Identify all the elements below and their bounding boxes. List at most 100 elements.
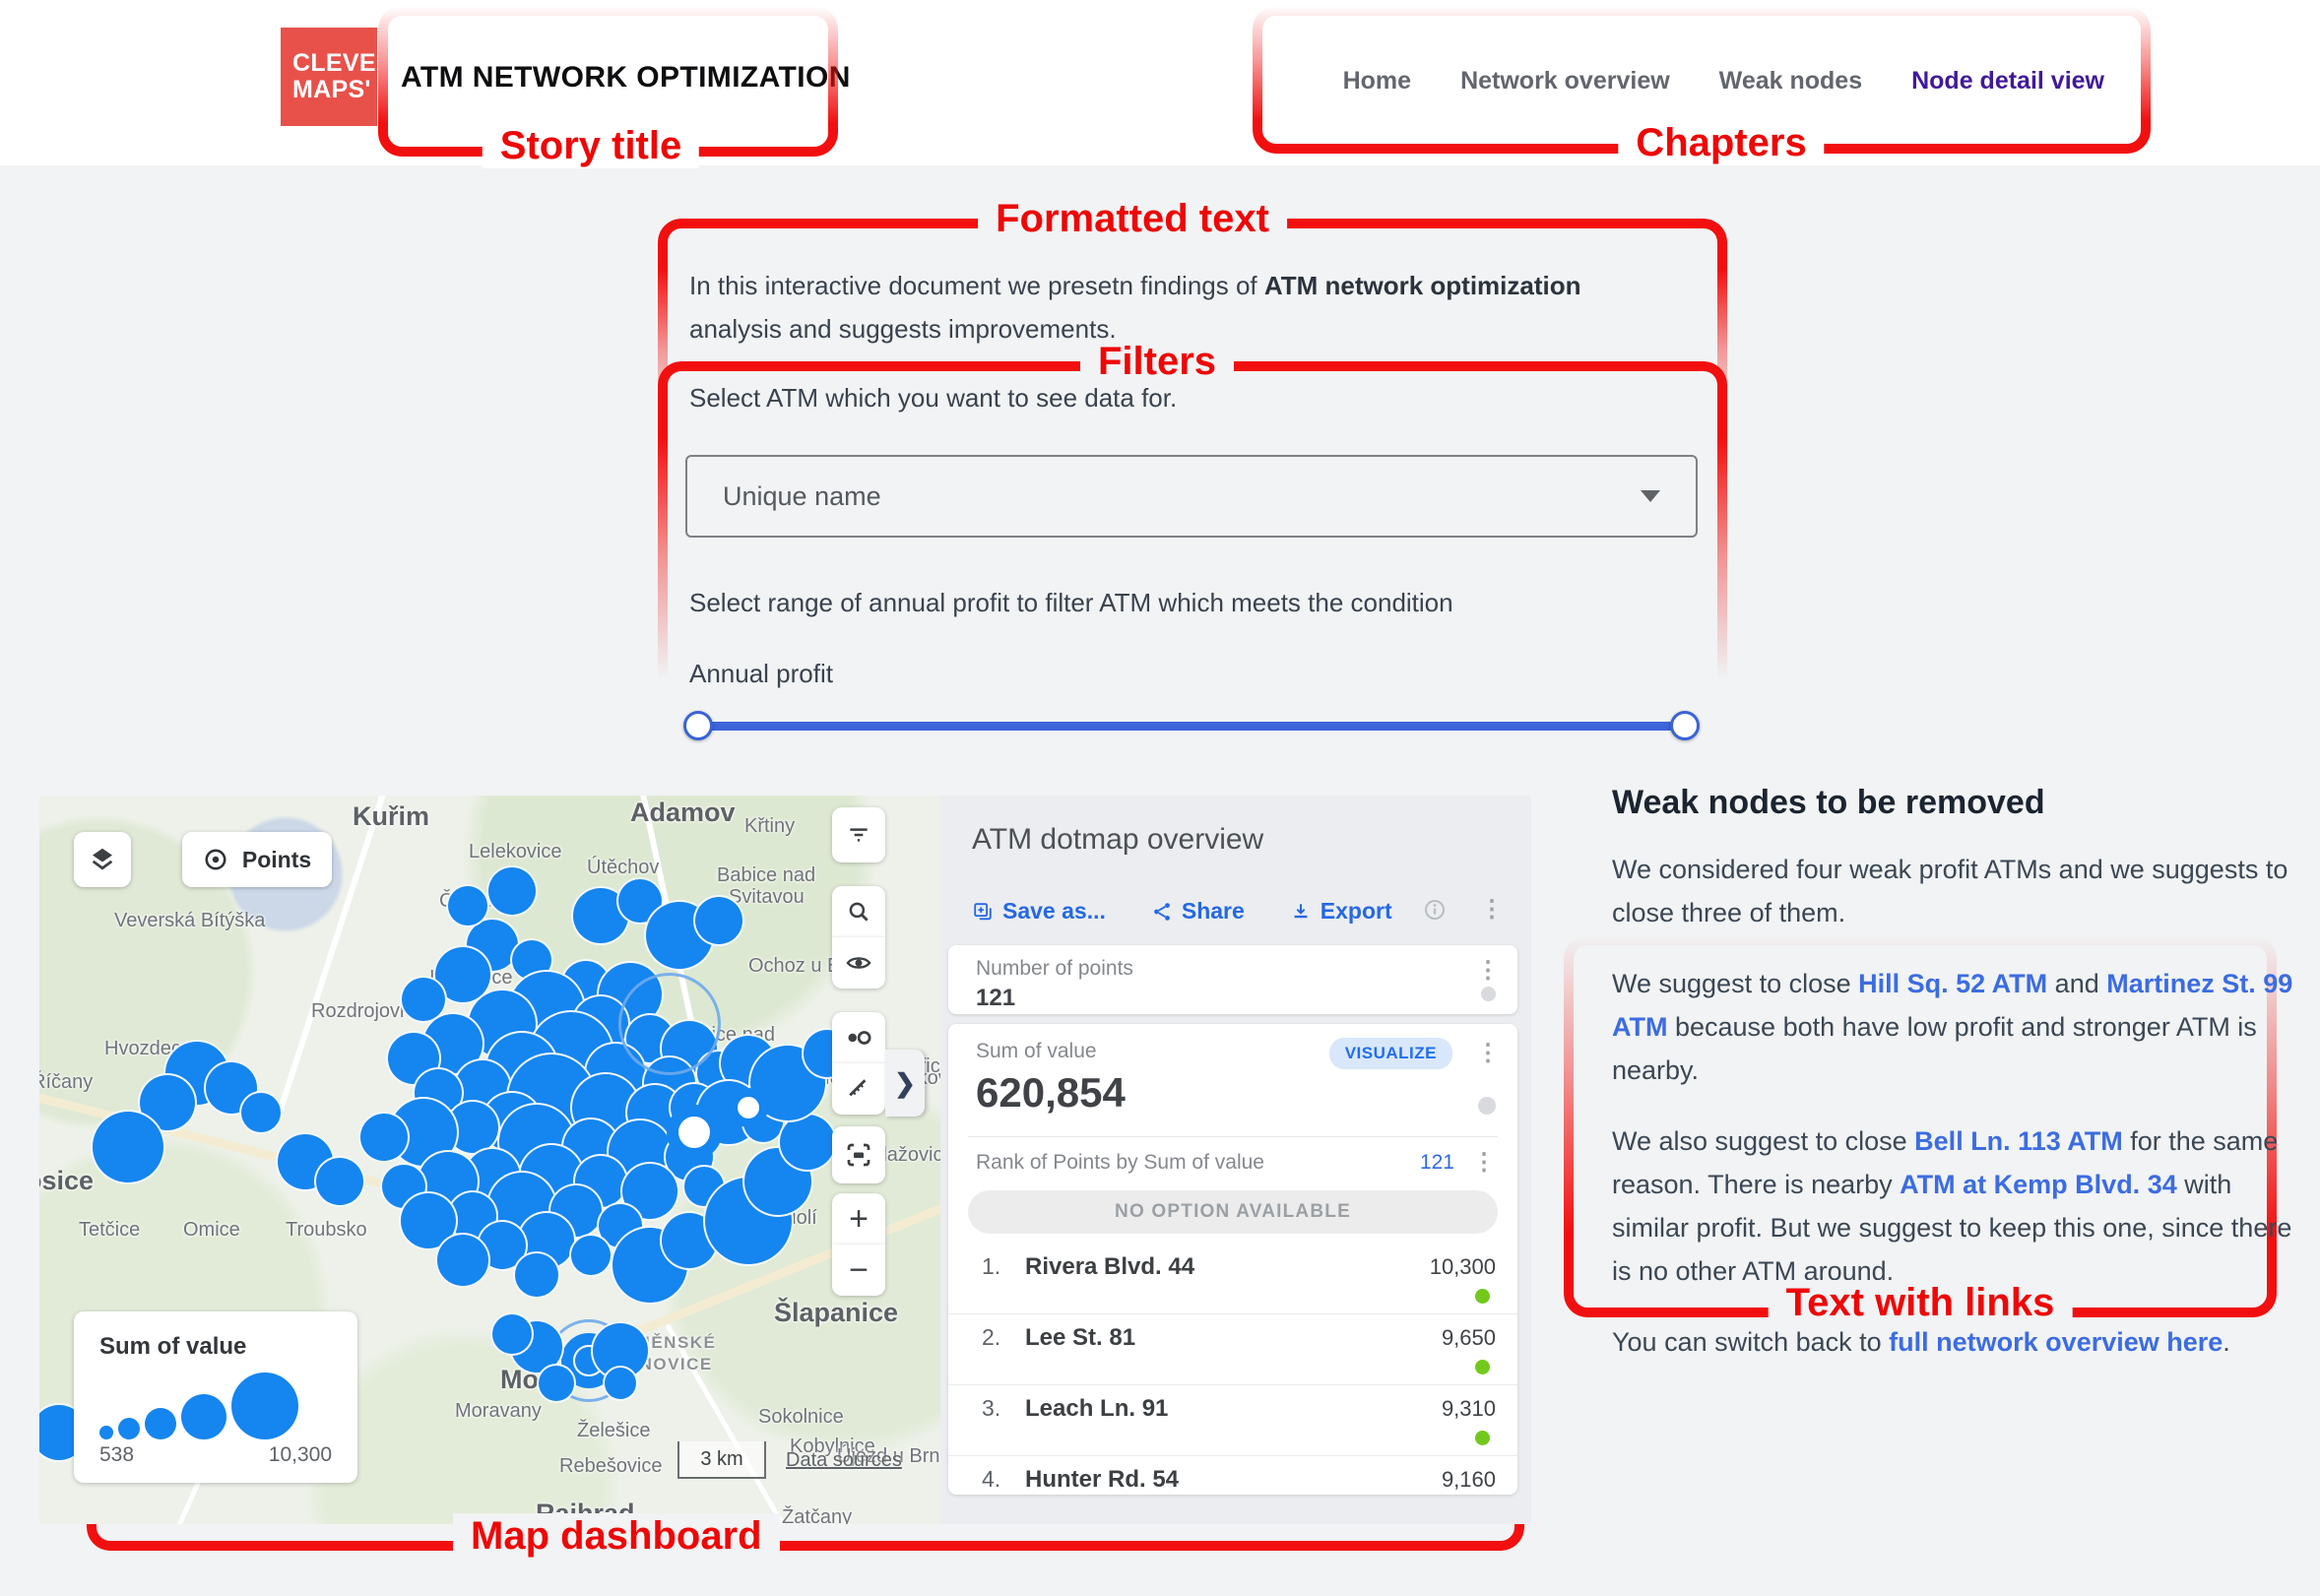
- map-bubble[interactable]: [435, 1233, 490, 1288]
- inline-link[interactable]: Hill Sq. 52 ATM: [1858, 969, 2048, 998]
- status-dot-green: [1475, 1289, 1490, 1304]
- rank-number: 2.: [982, 1324, 1001, 1350]
- visibility-button[interactable]: [832, 937, 885, 989]
- rank-menu-icon[interactable]: ⋮: [1472, 1149, 1496, 1176]
- search-map-button[interactable]: [832, 886, 885, 937]
- selection-ring[interactable]: [618, 973, 721, 1075]
- inline-link[interactable]: Martinez St. 99 ATM: [1612, 969, 2293, 1042]
- map-bubble[interactable]: [446, 884, 489, 927]
- rank-name: Hunter Rd. 54: [1025, 1466, 1180, 1493]
- inline-link[interactable]: Bell Ln. 113 ATM: [1914, 1126, 2123, 1156]
- filters-callout-label: Filters: [1079, 339, 1235, 384]
- inline-link[interactable]: ATM at Kemp Blvd. 34: [1900, 1170, 2177, 1199]
- text-run: We suggest to close: [1612, 969, 1859, 998]
- map-bubble[interactable]: [91, 1110, 165, 1184]
- map-bubble[interactable]: [314, 1156, 365, 1207]
- visualize-badge[interactable]: VISUALIZE: [1328, 1038, 1452, 1069]
- map-bubble[interactable]: [537, 1364, 576, 1403]
- points-button-label: Points: [241, 846, 312, 872]
- slider-handle-min[interactable]: [683, 711, 713, 740]
- slider-track[interactable]: [685, 722, 1698, 731]
- rank-row[interactable]: 4. Hunter Rd. 54 9,160: [948, 1456, 1517, 1495]
- nav-item-home[interactable]: Home: [1342, 67, 1412, 95]
- rank-row[interactable]: 1. Rivera Blvd. 44 10,300: [948, 1244, 1517, 1314]
- info-icon[interactable]: [1423, 898, 1447, 922]
- compare-points-button[interactable]: [832, 1012, 885, 1063]
- map-bubble[interactable]: [729, 1088, 768, 1127]
- map-bubble[interactable]: [486, 865, 538, 917]
- text-run: because both have low profit and stronge…: [1612, 1012, 2257, 1085]
- map-place-label: Křtiny: [744, 815, 796, 837]
- map-dashboard-callout-label: Map dashboard: [453, 1513, 780, 1559]
- map-bubble[interactable]: [693, 895, 744, 946]
- map-bubble[interactable]: [490, 1312, 534, 1356]
- map-bubble[interactable]: [400, 976, 447, 1023]
- text-run: for the same reason. There is nearby: [1612, 1126, 2279, 1199]
- search-icon: [849, 902, 869, 922]
- layers-button[interactable]: [74, 832, 131, 887]
- save-as-button[interactable]: Save as...: [972, 898, 1106, 925]
- dashboard-title: ATM dotmap overview: [972, 823, 1264, 856]
- sum-of-value-card[interactable]: Sum of value 620,854 VISUALIZE ⋮ Rank of…: [948, 1024, 1517, 1495]
- map-bubble[interactable]: [513, 1251, 560, 1299]
- text-with-links-callout-label: Text with links: [1768, 1280, 2073, 1325]
- legend-circle: [231, 1373, 298, 1439]
- legend-circle: [181, 1394, 226, 1439]
- annual-profit-slider[interactable]: [683, 711, 1700, 740]
- panel-collapse-tab[interactable]: ❯: [885, 1050, 925, 1117]
- card-menu-icon[interactable]: ⋮: [1476, 957, 1500, 984]
- measure-button[interactable]: [832, 1063, 885, 1115]
- dashboard-menu-icon[interactable]: ⋮: [1480, 896, 1504, 923]
- atm-name-dropdown[interactable]: Unique name: [685, 455, 1698, 538]
- rank-row[interactable]: 2. Lee St. 81 9,650: [948, 1314, 1517, 1385]
- weak-nodes-section: Weak nodes to be removed We considered f…: [1612, 784, 2303, 1391]
- card-menu-icon[interactable]: ⋮: [1476, 1040, 1500, 1066]
- map-place-label: Žatčany: [782, 1506, 853, 1524]
- status-dot: [1478, 1097, 1496, 1115]
- inline-link[interactable]: full network overview here: [1889, 1327, 2223, 1357]
- map-bubble[interactable]: [569, 1234, 612, 1277]
- number-of-points-card[interactable]: Number of points 121 ⋮: [948, 945, 1517, 1014]
- legend-circle: [145, 1408, 176, 1439]
- rank-number: 1.: [982, 1253, 1001, 1279]
- points-layer-button[interactable]: Points: [182, 832, 332, 887]
- chevron-down-icon: [1641, 490, 1660, 502]
- logo-line2: MAPS': [292, 76, 371, 103]
- map-place-label: Hvozdec: [104, 1038, 181, 1059]
- map-bubble[interactable]: [138, 1073, 197, 1132]
- map-dashboard-widget: Kuřim Adamov Lelekovice Útěchov Babice nad Sv…: [39, 796, 1531, 1524]
- map-place-label: Kuřim: [353, 801, 430, 831]
- rank-row[interactable]: 3. Leach Ln. 91 9,310: [948, 1385, 1517, 1456]
- map-bubble[interactable]: [667, 1105, 722, 1160]
- map-place-label: Kobylnice: [790, 1436, 875, 1457]
- filter-map-button[interactable]: [832, 807, 885, 862]
- map-place-label: Lelekovice: [469, 841, 562, 862]
- rank-value: 10,300: [1429, 1254, 1496, 1279]
- slider-handle-max[interactable]: [1670, 711, 1700, 740]
- section-heading: Weak nodes to be removed: [1612, 784, 2045, 821]
- rank-value: 9,650: [1441, 1325, 1496, 1350]
- text-run: We also suggest to close: [1612, 1126, 1915, 1156]
- map-bubble[interactable]: [358, 1112, 410, 1163]
- map-bubble[interactable]: [603, 1366, 638, 1401]
- zoom-out-button[interactable]: −: [832, 1245, 885, 1296]
- bold-text: ATM network optimization: [1263, 271, 1581, 300]
- filter-icon: [850, 828, 868, 842]
- fit-bounds-button[interactable]: [832, 1126, 885, 1183]
- zoom-in-button[interactable]: +: [832, 1193, 885, 1245]
- nav-item-weak-nodes[interactable]: Weak nodes: [1718, 67, 1863, 95]
- rank-number: 3.: [982, 1395, 1001, 1421]
- map-place-label: Moravany: [455, 1400, 542, 1422]
- legend-circles: [99, 1367, 332, 1439]
- map-bubble[interactable]: [239, 1091, 283, 1134]
- status-dot-green: [1475, 1431, 1490, 1445]
- page-title: ATM NETWORK OPTIMIZATION: [401, 61, 851, 94]
- share-button[interactable]: Share: [1151, 898, 1245, 925]
- kpi-value: 121: [976, 985, 1016, 1011]
- data-sources-link[interactable]: Data sources: [786, 1449, 902, 1471]
- export-button[interactable]: Export: [1290, 898, 1392, 925]
- kpi-label: Sum of value: [976, 1040, 1097, 1062]
- nav-item-network-overview[interactable]: Network overview: [1460, 67, 1670, 95]
- legend-min-value: 538: [99, 1443, 135, 1466]
- nav-item-node-detail-view[interactable]: Node detail view: [1911, 67, 2104, 95]
